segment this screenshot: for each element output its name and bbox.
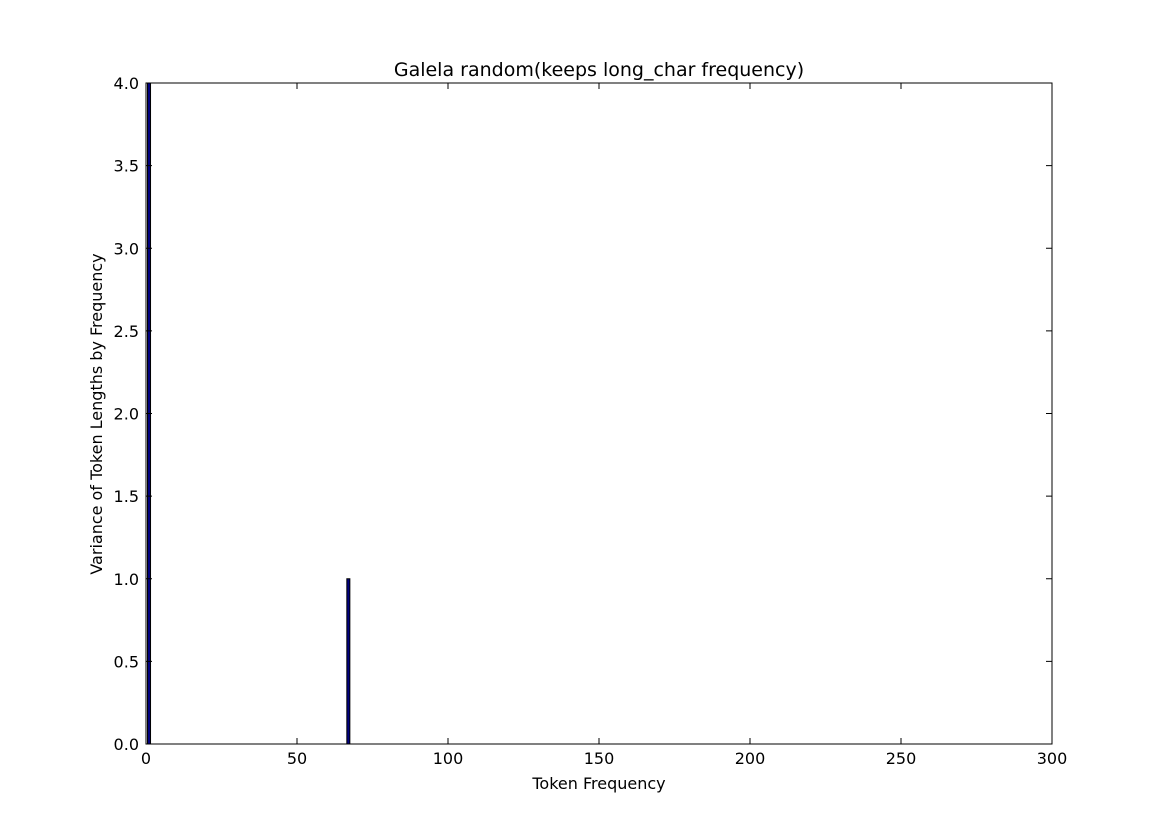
x-tick-label: 50 (287, 749, 307, 768)
bars-layer (147, 82, 351, 745)
x-tick-label: 0 (141, 749, 151, 768)
x-tick-labels: 0 50 100 150 200 250 300 (141, 749, 1067, 768)
y-tick-label: 3.0 (114, 239, 139, 258)
y-tick-label: 0.5 (114, 652, 139, 671)
x-tick-label: 100 (433, 749, 464, 768)
y-tick-label: 1.0 (114, 570, 139, 589)
x-tick-label: 150 (584, 749, 615, 768)
y-tick-label: 2.5 (114, 322, 139, 341)
y-tick-labels: 0.0 0.5 1.0 1.5 2.0 2.5 3.0 3.5 4.0 (114, 74, 139, 754)
x-axis-label: Token Frequency (531, 774, 665, 793)
y-axis-label: Variance of Token Lengths by Frequency (87, 253, 106, 574)
y-tick-label: 4.0 (114, 74, 139, 93)
ticks-layer (145, 82, 1053, 745)
x-tick-label: 200 (735, 749, 766, 768)
x-tick-label: 300 (1037, 749, 1068, 768)
bar-1 (346, 578, 351, 745)
y-tick-label: 2.0 (114, 405, 139, 424)
chart-title: Galela random(keeps long_char frequency) (394, 59, 804, 81)
x-tick-label: 250 (886, 749, 917, 768)
y-tick-label: 1.5 (114, 487, 139, 506)
y-tick-label: 0.0 (114, 735, 139, 754)
y-tick-label: 3.5 (114, 157, 139, 176)
plot-frame (145, 82, 1053, 745)
